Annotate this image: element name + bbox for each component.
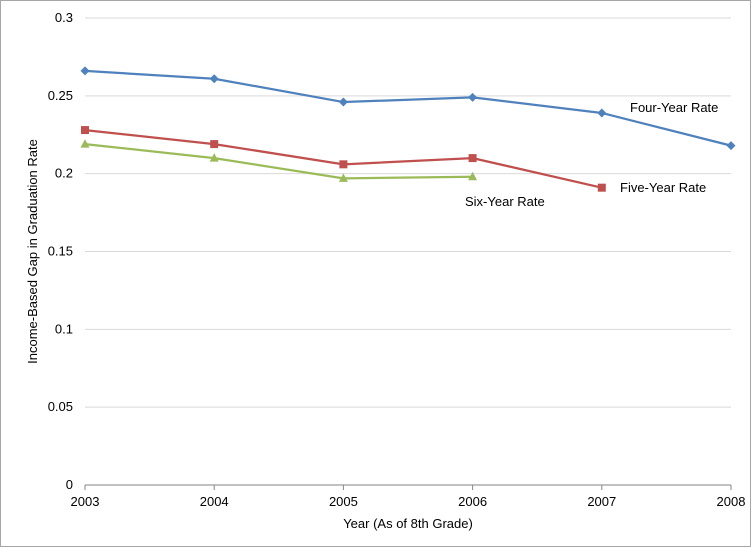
y-axis-ticks: 0 0.05 0.1 0.15 0.2 0.25 0.3 <box>48 10 73 492</box>
y-tick-label: 0.2 <box>55 166 73 181</box>
gridlines <box>85 17 731 408</box>
x-tick-label: 2005 <box>329 494 358 509</box>
y-tick-label: 0.05 <box>48 399 73 414</box>
data-point-five-year <box>210 140 219 149</box>
x-tick-label: 2008 <box>717 494 746 509</box>
series-label-five-year: Five-Year Rate <box>620 180 706 195</box>
data-point-four-year <box>209 74 219 84</box>
data-point-six-year <box>209 153 219 162</box>
data-point-four-year <box>338 97 348 107</box>
data-point-four-year <box>726 141 736 151</box>
data-point-six-year <box>468 171 478 181</box>
data-point-five-year <box>468 154 477 163</box>
series-line-six-year <box>84 142 473 180</box>
series-line-four-year <box>84 69 732 147</box>
data-point-six-year <box>80 139 90 148</box>
series-label-six-year: Six-Year Rate <box>465 194 545 209</box>
data-point-five-year <box>339 160 348 169</box>
data-point-four-year <box>597 108 607 118</box>
data-point-six-year <box>338 173 348 182</box>
x-tick-label: 2004 <box>200 494 229 509</box>
data-point-four-year <box>468 92 478 102</box>
y-tick-label: 0.25 <box>48 88 73 103</box>
y-tick-label: 0.1 <box>55 321 73 336</box>
x-tick-label: 2006 <box>458 494 487 509</box>
series-group <box>80 66 736 192</box>
data-point-five-year <box>81 126 89 135</box>
x-axis-title: Year (As of 8th Grade) <box>343 516 473 531</box>
y-axis-title: Income-Based Gap in Graduation Rate <box>25 139 40 364</box>
x-tick-label: 2007 <box>587 494 616 509</box>
y-tick-label: 0.3 <box>55 10 73 25</box>
y-tick-label: 0.15 <box>48 244 73 259</box>
data-point-four-year <box>80 66 90 76</box>
x-tick-label: 2003 <box>71 494 100 509</box>
y-tick-label: 0 <box>66 477 73 492</box>
data-point-five-year <box>597 183 606 192</box>
x-axis-ticks: 2003 2004 2005 2006 2007 2008 <box>71 485 746 509</box>
series-label-four-year: Four-Year Rate <box>630 100 718 115</box>
